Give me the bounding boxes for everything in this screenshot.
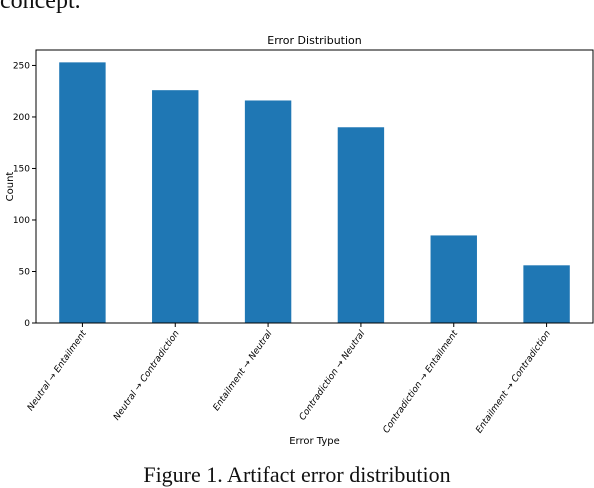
y-tick-label: 100	[13, 216, 30, 226]
error-distribution-chart: Error Distribution 0 50 100 150 200 250 Neutr…	[5, 34, 594, 447]
y-axis-label: Count	[5, 172, 16, 202]
bar	[244, 100, 292, 323]
x-axis-ticks: Neutral → Entailment Neutral → Contradict…	[26, 323, 553, 435]
bar	[59, 62, 106, 323]
x-tick-label: Contradiction → Entailment	[382, 329, 461, 436]
bar	[152, 90, 199, 323]
y-tick-label: 200	[13, 113, 30, 123]
plot-frame	[35, 49, 594, 324]
figure-caption: Figure 1. Artifact error distribution	[143, 462, 451, 487]
y-tick-label: 250	[13, 61, 30, 71]
x-tick-label: Entailment → Neutral	[212, 329, 275, 413]
x-tick-label: Entailment → Contradiction	[474, 329, 553, 436]
x-axis-label: Error Type	[289, 436, 340, 447]
y-tick-label: 50	[19, 267, 31, 277]
x-tick-label: Neutral → Contradiction	[112, 329, 182, 423]
x-tick-label: Neutral → Entailment	[26, 329, 89, 413]
preceding-text-fragment: concept.	[0, 0, 81, 14]
y-axis-ticks: 0 50 100 150 200 250	[13, 61, 36, 329]
bar	[523, 265, 570, 323]
bar	[430, 235, 477, 323]
bar	[337, 127, 385, 323]
y-tick-label: 0	[24, 319, 30, 329]
bars-group	[59, 62, 570, 323]
y-tick-label: 150	[13, 164, 30, 174]
x-tick-label: Contradiction → Neutral	[298, 329, 368, 423]
chart-title: Error Distribution	[267, 34, 362, 47]
